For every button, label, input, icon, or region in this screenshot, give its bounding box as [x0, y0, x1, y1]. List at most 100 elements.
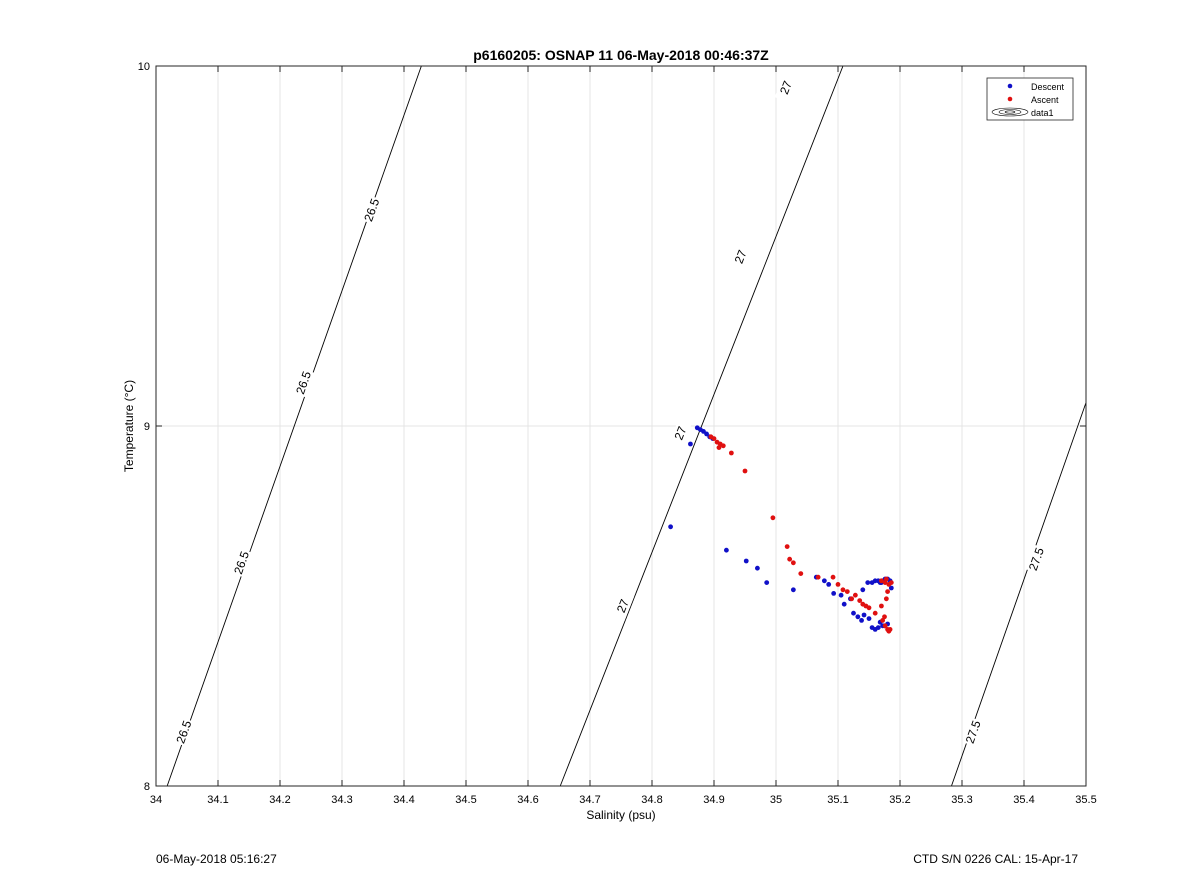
y-tick-label: 9 — [144, 421, 150, 433]
contour-label-background — [774, 72, 798, 103]
ascent-point — [882, 614, 887, 620]
contour-label-background — [360, 195, 383, 225]
ascent-point — [882, 623, 888, 629]
x-tick-label: 35.4 — [1013, 794, 1034, 806]
ascent-point — [885, 589, 890, 594]
ascent-point — [883, 576, 889, 582]
legend-contour-icon — [991, 107, 1029, 117]
descent-point — [704, 431, 709, 437]
ascent-point — [844, 589, 850, 594]
y-axis-label: Temperature (°C) — [122, 380, 136, 472]
chart-title: p6160205: OSNAP 11 06-May-2018 00:46:37Z — [473, 47, 769, 63]
descent-point — [866, 616, 872, 621]
ascent-point — [852, 592, 858, 598]
ascent-point — [857, 598, 863, 603]
legend-descent-marker — [1007, 83, 1013, 89]
x-axis-ticks: 34 34.1 34.2 34.3 34.4 34.5 34.6 34.7 34.8 34.9 35… — [150, 66, 1097, 806]
x-tick-label: 35.5 — [1075, 794, 1096, 806]
ascent-point — [815, 574, 821, 580]
contour-label: 27 — [614, 597, 632, 615]
contour-line-27 — [559, 65, 844, 787]
ascent-point — [835, 582, 841, 587]
contour-label: 27 — [732, 248, 750, 266]
ascent-point — [880, 618, 886, 623]
descent-point — [869, 580, 875, 585]
ascent-point — [716, 445, 722, 450]
ascent-point — [728, 450, 734, 456]
descent-point — [755, 565, 760, 571]
x-tick-label: 34.1 — [207, 794, 228, 806]
descent-point — [875, 625, 881, 630]
ascent-point — [770, 515, 776, 521]
descent-point — [855, 614, 861, 620]
x-tick-label: 35 — [770, 794, 782, 806]
ascent-point — [830, 574, 836, 580]
ascent-point — [784, 544, 790, 549]
data-series — [668, 425, 894, 634]
x-tick-label: 34.9 — [703, 794, 724, 806]
descent-point — [743, 558, 749, 564]
footer-ctd-info: CTD S/N 0226 CAL: 15-Apr-17 — [913, 852, 1078, 866]
ascent-point — [888, 580, 894, 585]
ascent-point — [872, 610, 878, 616]
ascent-point — [887, 627, 893, 632]
descent-point — [688, 441, 693, 447]
legend-descent-label: Descent — [1031, 82, 1065, 92]
x-tick-label: 34.2 — [269, 794, 290, 806]
ascent-point — [879, 578, 884, 584]
contour-line-26.5 — [166, 65, 422, 787]
ascent-point — [742, 468, 748, 474]
descent-point — [821, 578, 827, 584]
x-tick-label: 35.3 — [951, 794, 972, 806]
descent-point — [724, 547, 729, 553]
ascent-point — [849, 596, 855, 602]
contour-label: 27 — [777, 79, 795, 97]
contour-label-background — [292, 368, 315, 398]
x-tick-label: 34.3 — [331, 794, 352, 806]
contour-label-background — [962, 717, 985, 747]
ascent-point — [866, 605, 872, 611]
ascent-point — [879, 603, 884, 609]
legend-data1-label: data1 — [1031, 108, 1054, 118]
contour-label-background — [230, 548, 253, 578]
ascent-point — [883, 596, 889, 602]
descent-point — [838, 592, 844, 598]
descent-point — [851, 610, 856, 616]
contour-label: 27 — [672, 424, 690, 442]
ascent-point — [720, 443, 726, 449]
descent-point — [888, 585, 894, 591]
ascent-point — [787, 556, 793, 562]
x-tick-label: 34 — [150, 794, 162, 806]
ascent-point — [790, 560, 796, 566]
x-axis-label: Salinity (psu) — [586, 808, 655, 822]
ascent-point — [711, 436, 717, 441]
x-tick-label: 34.6 — [517, 794, 538, 806]
descent-point — [860, 587, 866, 593]
descent-point — [865, 580, 871, 585]
ascent-point — [840, 587, 846, 593]
descent-point — [668, 524, 673, 530]
x-tick-label: 34.5 — [455, 794, 476, 806]
footer-timestamp: 06-May-2018 05:16:27 — [156, 852, 277, 866]
contour-label-background — [729, 242, 752, 272]
contour-label-background — [172, 717, 195, 747]
descent-point — [790, 587, 796, 593]
descent-point — [831, 591, 837, 596]
legend: Descent Ascent data1 — [986, 77, 1074, 121]
legend-ascent-marker — [1007, 96, 1013, 102]
y-axis-ticks: 8 9 10 — [138, 61, 1086, 793]
y-tick-label: 8 — [144, 781, 150, 793]
x-tick-label: 34.7 — [579, 794, 600, 806]
x-tick-label: 35.2 — [889, 794, 910, 806]
descent-point — [764, 580, 770, 585]
x-tick-label: 34.4 — [393, 794, 414, 806]
contour-label-background — [1025, 544, 1048, 574]
ascent-point — [882, 580, 888, 585]
x-tick-label: 35.1 — [827, 794, 848, 806]
x-tick-label: 34.8 — [641, 794, 662, 806]
descent-point — [861, 612, 867, 618]
contour-label-background — [669, 418, 692, 448]
descent-point — [859, 618, 864, 623]
legend-ascent-label: Ascent — [1031, 95, 1059, 105]
